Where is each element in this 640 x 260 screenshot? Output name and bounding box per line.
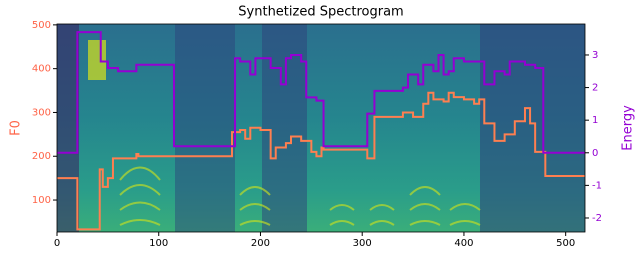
y-tick-label: 400 (32, 64, 51, 75)
y-tick-label: 200 (32, 151, 51, 162)
plot-frame (56, 23, 586, 233)
spectrogram-background (57, 24, 585, 232)
y-tick-label: 300 (32, 107, 51, 118)
x-tick-label: 500 (556, 238, 575, 249)
y2-axis-label: Energy (621, 105, 636, 151)
x-tick-label: 300 (353, 238, 372, 249)
x-tick-label: 400 (454, 238, 473, 249)
y2-tick-label: 0 (592, 148, 598, 159)
x-tick-label: 200 (251, 238, 270, 249)
y2-tick-label: 2 (592, 83, 598, 94)
chart-title: Synthetized Spectrogram (238, 5, 403, 20)
x-tick-label: 100 (149, 238, 168, 249)
y2-tick-label: 1 (592, 115, 598, 126)
x-tick-label: 0 (54, 238, 60, 249)
y-axis-label: F0 (9, 120, 24, 136)
y-tick-label: 100 (32, 195, 51, 206)
y-tick-label: 500 (32, 20, 51, 31)
y2-tick-label: -2 (592, 213, 602, 224)
y2-tick-label: -1 (592, 180, 602, 191)
series-line (57, 31, 585, 154)
y2-tick-label: 3 (592, 50, 598, 61)
series-line (57, 91, 585, 231)
